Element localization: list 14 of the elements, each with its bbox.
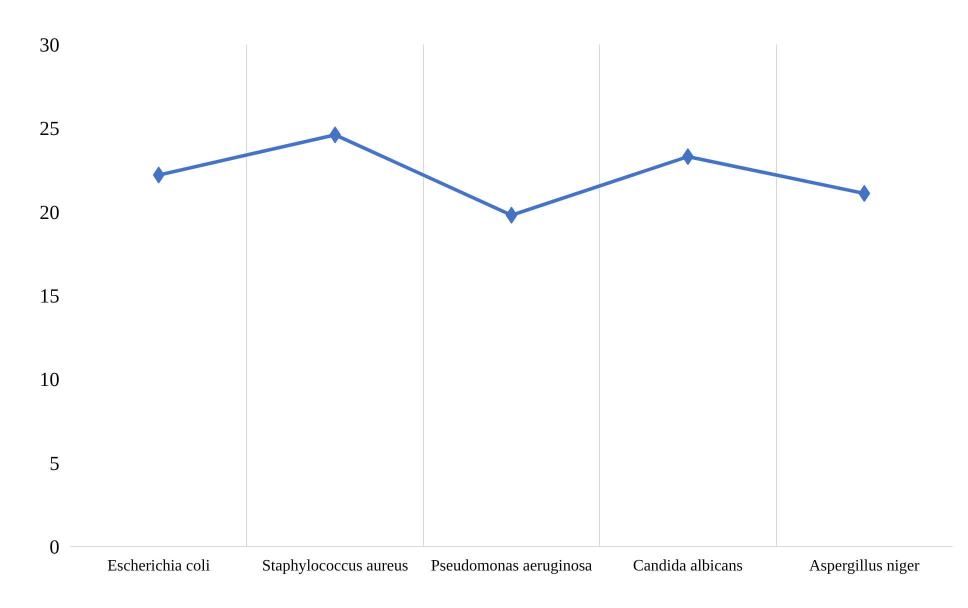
y-tick-label: 10 (40, 369, 60, 392)
point (858, 184, 870, 202)
y-tick-label: 20 (40, 202, 60, 224)
x-tick-label: Pseudomonas aeruginosa (430, 558, 592, 574)
y-tick-label: 15 (40, 286, 60, 308)
x-tick-label: Staphylococcus aureus (262, 558, 408, 574)
y-tick-label: 25 (40, 118, 60, 140)
y-tick-label: 0 (50, 536, 60, 558)
point (152, 166, 165, 184)
x-tick-label: Candida albicans (633, 558, 743, 574)
x-tick-label: Escherichia coli (107, 558, 211, 574)
y-tick-label: 5 (50, 452, 60, 475)
x-tick-label: Aspergillus niger (809, 558, 920, 574)
y-tick-label: 30 (40, 34, 60, 56)
